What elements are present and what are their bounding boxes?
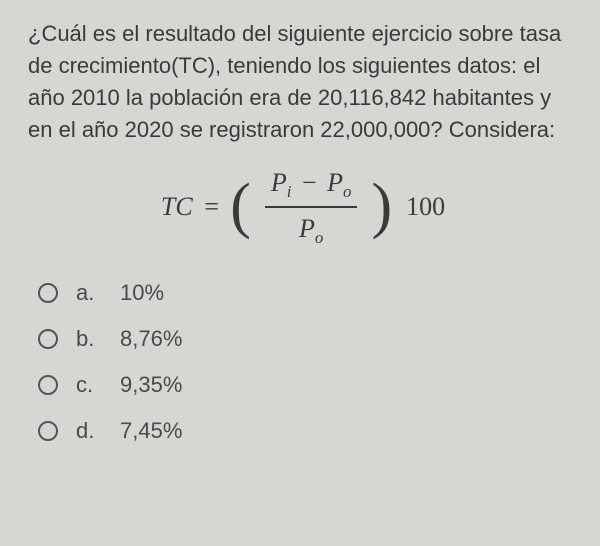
- option-text: 9,35%: [120, 369, 182, 401]
- radio-icon[interactable]: [38, 421, 58, 441]
- paren-right: ): [371, 182, 392, 232]
- question-text: ¿Cuál es el resultado del siguiente ejer…: [28, 18, 578, 146]
- paren-left: (: [230, 182, 251, 232]
- option-letter: a.: [76, 277, 102, 309]
- radio-icon[interactable]: [38, 283, 58, 303]
- fraction-bar: [265, 206, 358, 208]
- option-letter: d.: [76, 415, 102, 447]
- option-text: 7,45%: [120, 415, 182, 447]
- option-text: 10%: [120, 277, 164, 309]
- option-a[interactable]: a. 10%: [38, 277, 578, 309]
- formula-denominator: Po: [293, 210, 329, 251]
- formula-eq: =: [203, 188, 221, 226]
- formula-numerator: Pi − Po: [265, 164, 358, 205]
- options-list: a. 10% b. 8,76% c. 9,35% d. 7,45%: [28, 277, 578, 447]
- option-c[interactable]: c. 9,35%: [38, 369, 578, 401]
- formula-fraction: Pi − Po Po: [265, 164, 358, 251]
- radio-icon[interactable]: [38, 375, 58, 395]
- option-b[interactable]: b. 8,76%: [38, 323, 578, 355]
- formula: TC = ( Pi − Po Po ) 100: [28, 164, 578, 251]
- radio-icon[interactable]: [38, 329, 58, 349]
- formula-factor: 100: [406, 188, 445, 226]
- option-letter: b.: [76, 323, 102, 355]
- option-letter: c.: [76, 369, 102, 401]
- option-text: 8,76%: [120, 323, 182, 355]
- option-d[interactable]: d. 7,45%: [38, 415, 578, 447]
- formula-lhs: TC: [161, 188, 193, 226]
